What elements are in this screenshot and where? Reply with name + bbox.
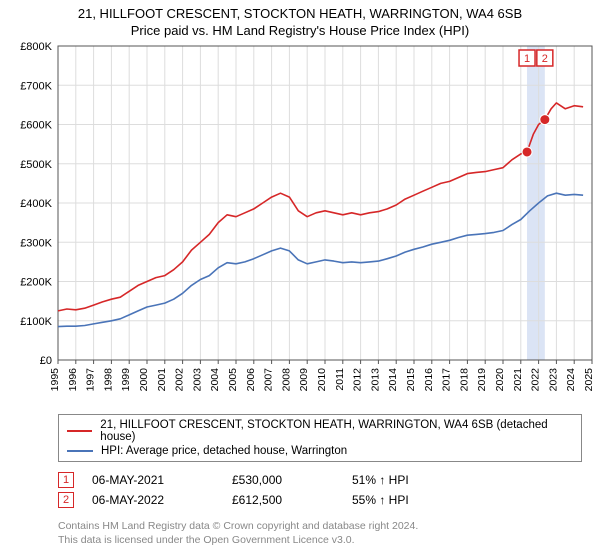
svg-text:£600K: £600K (20, 120, 52, 132)
sale-pct: 51% ↑ HPI (352, 473, 492, 487)
svg-text:1996: 1996 (67, 368, 79, 392)
svg-text:£100K: £100K (20, 316, 52, 328)
sale-price: £612,500 (232, 493, 352, 507)
svg-text:2020: 2020 (494, 368, 506, 392)
svg-text:2017: 2017 (441, 368, 453, 392)
legend: 21, HILLFOOT CRESCENT, STOCKTON HEATH, W… (58, 414, 582, 462)
svg-text:£400K: £400K (20, 198, 52, 210)
svg-text:2016: 2016 (423, 368, 435, 392)
svg-text:2003: 2003 (191, 368, 203, 392)
svg-text:2015: 2015 (405, 368, 417, 392)
sale-price: £530,000 (232, 473, 352, 487)
svg-text:1998: 1998 (102, 368, 114, 392)
sales-table: 1 06-MAY-2021£530,00051% ↑ HPI 2 06-MAY-202… (58, 470, 582, 510)
title-address: 21, HILLFOOT CRESCENT, STOCKTON HEATH, W… (4, 6, 596, 21)
svg-text:£0: £0 (40, 355, 52, 367)
legend-label-a: 21, HILLFOOT CRESCENT, STOCKTON HEATH, W… (100, 419, 573, 443)
svg-text:£800K: £800K (20, 41, 52, 53)
sale-marker-icon: 1 (58, 472, 74, 488)
svg-text:2012: 2012 (352, 368, 364, 392)
svg-text:2005: 2005 (227, 368, 239, 392)
svg-text:£500K: £500K (20, 159, 52, 171)
svg-text:2011: 2011 (334, 368, 346, 391)
svg-text:1999: 1999 (120, 368, 132, 392)
legend-swatch-a (67, 430, 92, 432)
sale-date: 06-MAY-2021 (92, 473, 232, 487)
svg-text:2023: 2023 (547, 368, 559, 392)
svg-text:2007: 2007 (263, 368, 275, 392)
svg-text:2014: 2014 (387, 368, 399, 392)
svg-text:2001: 2001 (156, 368, 168, 392)
svg-text:2000: 2000 (138, 368, 150, 392)
svg-text:2024: 2024 (565, 368, 577, 392)
svg-text:2025: 2025 (583, 368, 595, 392)
title-subtitle: Price paid vs. HM Land Registry's House … (4, 23, 596, 38)
svg-text:2022: 2022 (530, 368, 542, 392)
svg-text:1995: 1995 (49, 368, 61, 392)
sale-pct: 55% ↑ HPI (352, 493, 492, 507)
svg-text:2018: 2018 (458, 368, 470, 392)
svg-text:£300K: £300K (20, 237, 52, 249)
footer-attribution: Contains HM Land Registry data © Crown c… (58, 520, 582, 547)
svg-text:2004: 2004 (209, 368, 221, 392)
sale-row: 1 06-MAY-2021£530,00051% ↑ HPI (58, 470, 582, 490)
sale-row: 2 06-MAY-2022£612,50055% ↑ HPI (58, 490, 582, 510)
svg-text:2002: 2002 (174, 368, 186, 392)
legend-swatch-b (67, 450, 93, 452)
sale-marker-icon: 2 (58, 492, 74, 508)
svg-text:2: 2 (542, 53, 548, 65)
footer-line1: Contains HM Land Registry data © Crown c… (58, 520, 582, 534)
sale-date: 06-MAY-2022 (92, 493, 232, 507)
svg-text:1997: 1997 (85, 368, 97, 392)
svg-text:2009: 2009 (298, 368, 310, 392)
price-chart: £0 £100K £200K £300K £400K £500K £600K £700K £80… (0, 40, 600, 410)
svg-text:2008: 2008 (280, 368, 292, 392)
legend-label-b: HPI: Average price, detached house, Warr… (101, 445, 347, 457)
svg-text:2019: 2019 (476, 368, 488, 392)
svg-text:2021: 2021 (512, 368, 524, 392)
footer-line2: This data is licensed under the Open Gov… (58, 534, 582, 548)
svg-text:2006: 2006 (245, 368, 257, 392)
svg-text:£700K: £700K (20, 80, 52, 92)
svg-text:2013: 2013 (369, 368, 381, 392)
svg-text:£200K: £200K (20, 277, 52, 289)
svg-text:2010: 2010 (316, 368, 328, 392)
svg-text:1: 1 (524, 53, 530, 65)
